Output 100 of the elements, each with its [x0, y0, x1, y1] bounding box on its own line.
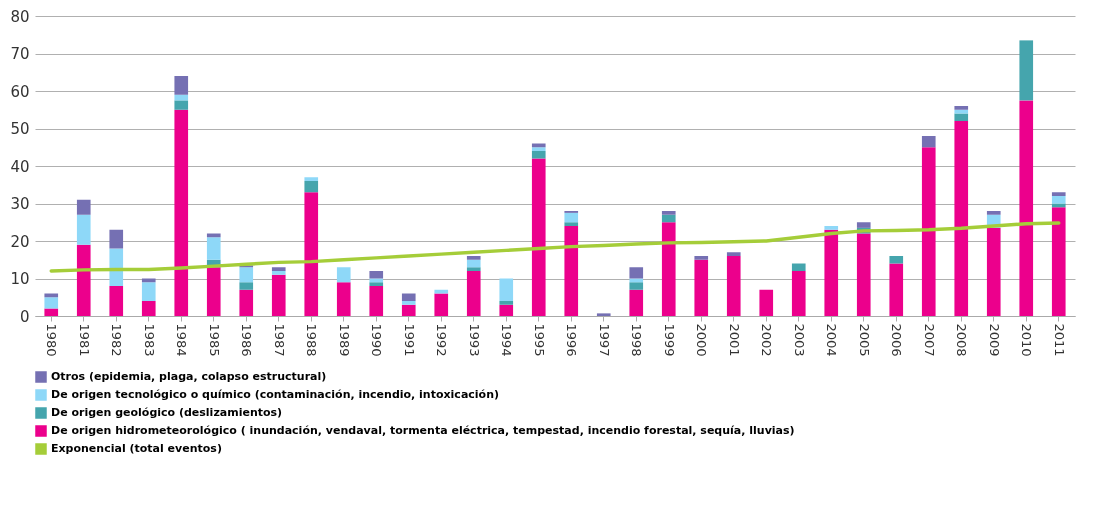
bar: [824, 226, 839, 230]
x-tick-label: 1991: [401, 323, 417, 357]
legend-label: Otros (epidemia, plaga, colapso estructural): [51, 370, 327, 383]
bar: [141, 301, 156, 316]
bar: [174, 94, 189, 101]
bar: [921, 147, 936, 316]
bar: [564, 226, 579, 316]
bar: [271, 267, 286, 271]
bar: [531, 151, 546, 159]
bar: [401, 304, 416, 316]
x-tick-label: 1985: [206, 323, 222, 357]
x-tick-label: 1993: [466, 323, 482, 357]
legend-label: De origen hidrometeorológico ( inundación, vendaval, tormenta eléctrica, tempestad, incendio forestal, sequía, lluvias): [51, 424, 795, 437]
bar: [369, 282, 384, 286]
bar: [174, 109, 189, 316]
x-tick-label: 1990: [369, 323, 385, 357]
bar: [109, 229, 124, 249]
bar: [76, 199, 91, 215]
x-tick-label: 1995: [531, 323, 547, 357]
bar: [206, 237, 221, 260]
bar: [954, 109, 969, 114]
bar: [239, 289, 254, 316]
y-tick-label: 60: [10, 82, 30, 101]
x-tick-label: 1982: [109, 323, 125, 357]
bar: [1051, 192, 1066, 196]
x-tick-label: 2002: [759, 323, 775, 357]
bar: [726, 252, 741, 256]
bar: [1019, 40, 1034, 101]
bar: [44, 297, 59, 309]
x-tick-label: 1989: [336, 323, 352, 357]
bar: [661, 211, 676, 215]
bar: [271, 271, 286, 275]
bar: [304, 177, 319, 181]
y-tick-label: 30: [10, 195, 30, 213]
bar: [336, 282, 351, 316]
x-tick-label: 2008: [954, 323, 970, 357]
x-tick-label: 1998: [629, 323, 645, 357]
bar: [954, 121, 969, 316]
bar: [466, 256, 481, 260]
bar: [694, 259, 709, 316]
bar: [304, 181, 319, 193]
bar: [661, 222, 676, 316]
bar: [531, 147, 546, 151]
bar: [824, 229, 839, 316]
line-series: [49, 221, 1061, 273]
bar: [564, 222, 579, 226]
bar: [336, 267, 351, 283]
bar: [76, 244, 91, 316]
bar: [921, 136, 936, 148]
bar: [1019, 100, 1034, 316]
bar: [954, 113, 969, 121]
x-tick-label: 2004: [824, 323, 840, 357]
bar: [239, 267, 254, 283]
x-tick-label: 2010: [1019, 323, 1035, 357]
x-tick-label: 2005: [856, 323, 872, 357]
bar: [726, 256, 741, 316]
bar: [1051, 207, 1066, 316]
bar: [369, 271, 384, 279]
bar: [791, 271, 806, 316]
x-tick-label: 1992: [434, 323, 450, 357]
x-tick-label: 2003: [791, 323, 807, 357]
x-tick-label: 2001: [726, 323, 742, 357]
y-tick-label: 80: [10, 7, 30, 26]
bar: [889, 263, 904, 316]
bar: [466, 271, 481, 316]
bar: [499, 301, 514, 305]
x-tick-label: 2006: [889, 323, 905, 357]
y-tick-label: 40: [10, 157, 30, 176]
bar: [531, 158, 546, 316]
x-tick-label: 1980: [44, 323, 60, 357]
bar: [856, 233, 871, 316]
bar: [434, 289, 449, 294]
bar: [44, 308, 59, 316]
x-tick-label: 1983: [141, 323, 157, 357]
x-tick-label: 1986: [239, 323, 255, 357]
bar: [401, 301, 416, 305]
bar: [141, 282, 156, 301]
x-tick-label: 1997: [596, 323, 612, 357]
x-tick-label: 2007: [921, 323, 937, 357]
bar: [434, 293, 449, 316]
bar: [596, 313, 611, 316]
x-tick-label: 2011: [1051, 323, 1067, 357]
bar: [499, 278, 514, 301]
y-tick-label: 10: [10, 270, 30, 288]
bar: [466, 259, 481, 268]
bar: [499, 304, 514, 316]
x-tick-label: 1981: [76, 323, 92, 357]
bar: [629, 282, 644, 290]
bar: [369, 286, 384, 316]
bar: [239, 282, 254, 290]
bar: [206, 267, 221, 316]
x-tick-label: 2000: [694, 323, 710, 357]
x-tick-label: 2009: [986, 323, 1002, 357]
bar: [174, 100, 189, 110]
bar: [954, 106, 969, 110]
y-tick-label: 70: [10, 45, 30, 63]
x-tick-label: 1988: [304, 323, 320, 357]
bar: [174, 76, 189, 95]
bar: [694, 256, 709, 260]
y-tick-label: 0: [19, 307, 30, 326]
